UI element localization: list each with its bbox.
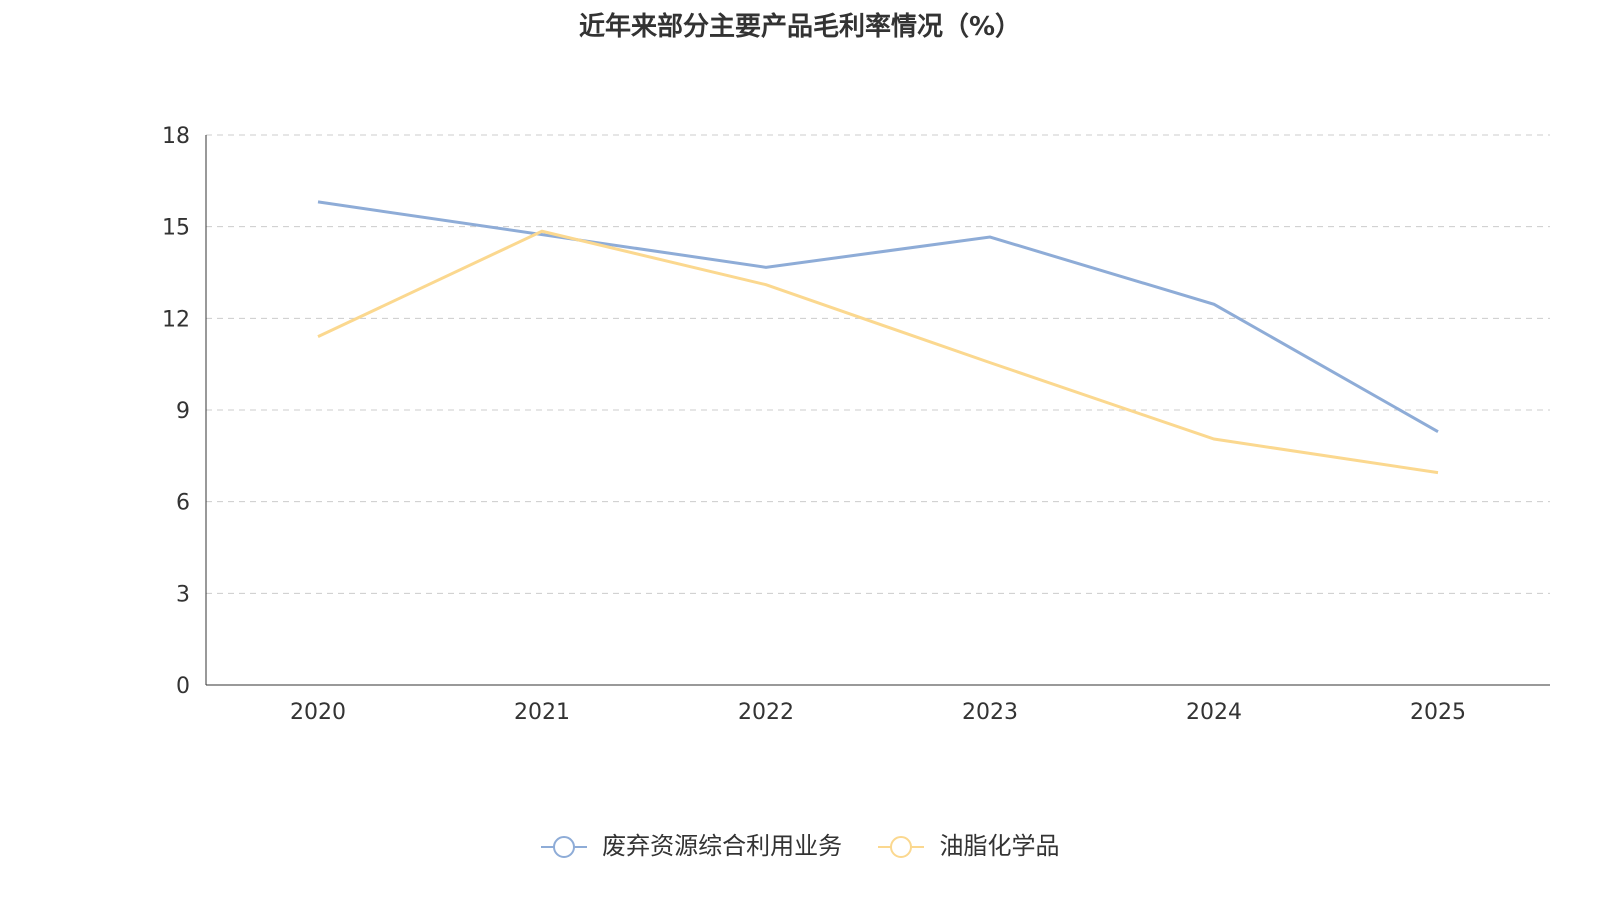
y-tick-label: 0 [176, 674, 190, 699]
legend: 废弃资源综合利用业务 油脂化学品 [0, 826, 1600, 861]
y-tick-label: 6 [176, 491, 190, 516]
y-tick-label: 12 [162, 307, 190, 332]
series-line-1 [317, 200, 1439, 433]
y-tick-label: 9 [176, 399, 190, 424]
legend-item-series-2[interactable]: 油脂化学品 [877, 826, 1060, 861]
y-tick-label: 18 [162, 124, 190, 149]
x-tick-label: 2022 [738, 700, 794, 725]
legend-label-series-2: 油脂化学品 [939, 832, 1060, 860]
x-tick-label: 2020 [290, 700, 346, 725]
x-tick-label: 2024 [1186, 700, 1242, 725]
x-tick-label: 2023 [962, 700, 1018, 725]
y-axis: 0 3 6 9 12 15 18 2020 2021 2022 2023 2024 2025 [162, 124, 1550, 725]
y-tick-label: 3 [176, 582, 190, 607]
legend-label-series-1: 废弃资源综合利用业务 [602, 832, 843, 860]
y-tick-label: 15 [162, 216, 190, 241]
x-tick-label: 2025 [1410, 700, 1466, 725]
legend-item-series-1[interactable]: 废弃资源综合利用业务 [540, 826, 843, 861]
series-line-2 [317, 229, 1439, 475]
x-tick-label: 2021 [514, 700, 570, 725]
chart-title: 近年来部分主要产品毛利率情况（%） [578, 12, 1022, 42]
series-lines [317, 200, 1439, 475]
